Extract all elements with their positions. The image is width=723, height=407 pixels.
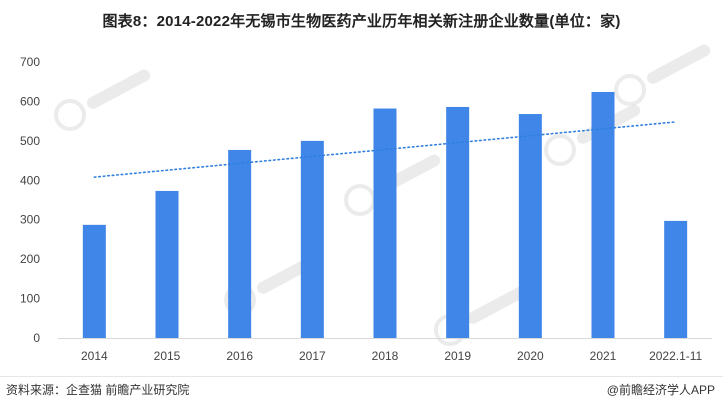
bar-2021 (591, 91, 615, 338)
bar-2019 (446, 106, 470, 338)
footer-brand: @前瞻经济学人APP (606, 383, 715, 397)
x-tick-label: 2020 (517, 349, 544, 363)
bar-2015 (155, 190, 179, 338)
y-tick-label: 100 (20, 292, 40, 306)
y-tick-label: 500 (20, 134, 40, 148)
y-axis: 0 100 200 300 400 500 600 700 (20, 55, 40, 345)
watermark-logo (54, 69, 151, 131)
bar-2020 (518, 114, 542, 338)
footer-divider (0, 376, 723, 377)
x-tick-label: 2019 (444, 349, 471, 363)
y-tick-label: 200 (20, 252, 40, 266)
bars-layer (82, 91, 688, 338)
y-tick-label: 300 (20, 213, 40, 227)
bar-2014 (82, 224, 106, 338)
x-tick-label: 2014 (81, 349, 108, 363)
chart-title: 图表8：2014-2022年无锡市生物医药产业历年相关新注册企业数量(单位：家) (102, 13, 621, 30)
bar-2017 (300, 140, 324, 338)
bar-2022.1-11 (664, 220, 688, 338)
y-tick-label: 0 (33, 331, 40, 345)
trendline-layer (93, 121, 677, 178)
x-tick-label: 2018 (372, 349, 399, 363)
y-tick-label: 700 (20, 55, 40, 69)
footer-source: 资料来源：企查猫 前瞻产业研究院 (6, 383, 190, 397)
x-tick-label: 2017 (299, 349, 326, 363)
x-axis: 2014 2015 2016 2017 2018 2019 2020 2021 2022.1-1… (58, 338, 712, 363)
bar-2016 (228, 149, 252, 338)
y-tick-label: 400 (20, 173, 40, 187)
x-tick-label: 2015 (154, 349, 181, 363)
bar-2018 (373, 108, 397, 338)
x-tick-label: 2016 (226, 349, 253, 363)
watermark-logo (614, 44, 711, 106)
y-tick-label: 600 (20, 94, 40, 108)
x-tick-label: 2021 (590, 349, 617, 363)
trendline (93, 121, 677, 178)
x-tick-label: 2022.1-11 (649, 349, 702, 363)
